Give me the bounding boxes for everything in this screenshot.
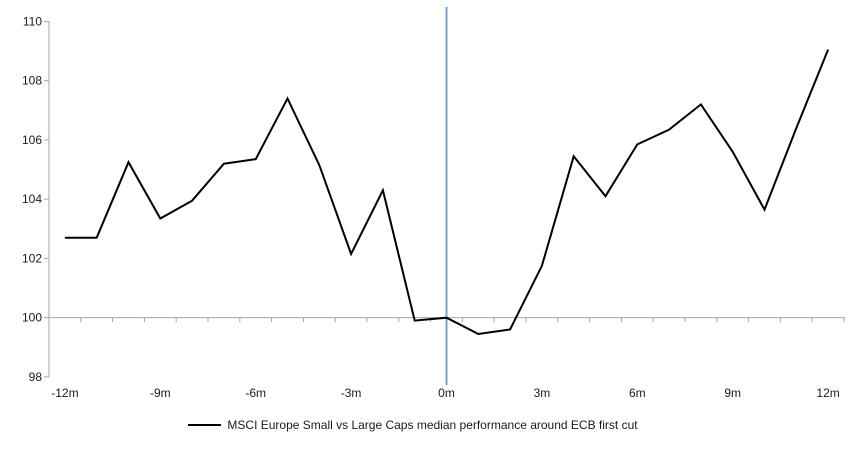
x-axis-tick-label: 0m <box>438 386 455 400</box>
y-axis-tick-label: 104 <box>22 192 42 206</box>
x-axis-tick-label: -6m <box>245 386 266 400</box>
x-axis-tick-label: -3m <box>341 386 362 400</box>
legend: MSCI Europe Small vs Large Caps median p… <box>0 418 826 432</box>
y-axis-tick-label: 110 <box>23 15 42 29</box>
x-axis-tick-label: 12m <box>816 386 839 400</box>
legend-line-sample <box>188 424 222 426</box>
y-axis-tick-label: 106 <box>22 133 42 147</box>
x-axis-tick-label: -12m <box>51 386 78 400</box>
x-axis-tick-label: 6m <box>629 386 646 400</box>
legend-label: MSCI Europe Small vs Large Caps median p… <box>227 418 638 432</box>
y-axis-tick-label: 102 <box>22 251 42 265</box>
y-axis-tick-label: 100 <box>22 311 42 325</box>
series-line <box>64 49 830 336</box>
x-axis-tick-label: -9m <box>150 386 171 400</box>
y-axis-tick-label: 108 <box>22 74 42 88</box>
y-axis-tick-label: 98 <box>29 370 43 384</box>
x-axis-tick-label: 9m <box>724 386 741 400</box>
x-axis-tick-label: 3m <box>534 386 551 400</box>
